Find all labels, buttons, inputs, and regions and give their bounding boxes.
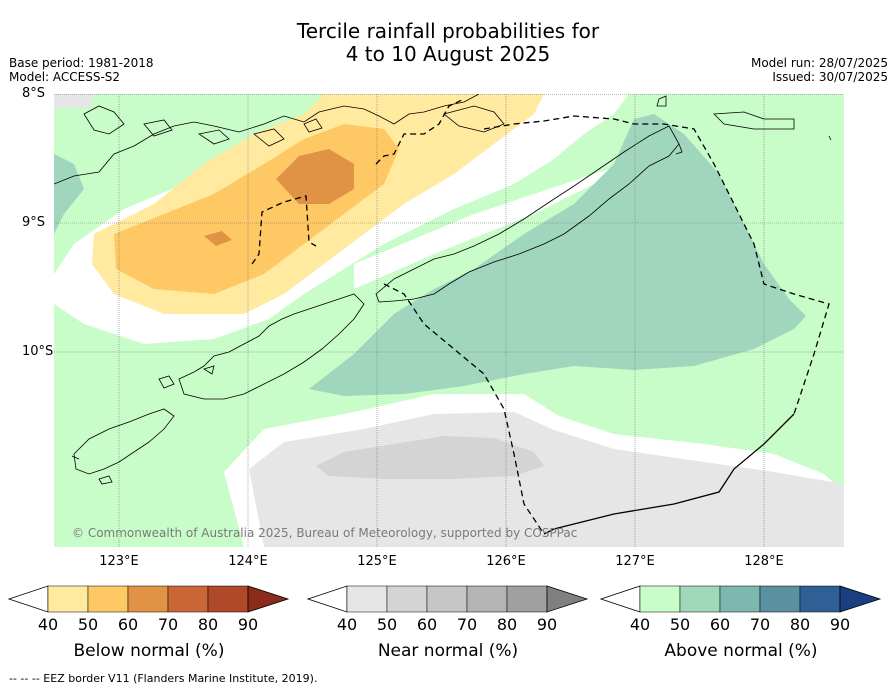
colorbar-tick-label: 80	[496, 615, 518, 634]
meta-right: Model run: 28/07/2025 Issued: 30/07/2025	[751, 56, 888, 84]
colorbar-segment	[47, 585, 89, 613]
colorbar-below-normal	[8, 585, 290, 613]
colorbar-tick-label: 80	[197, 615, 219, 634]
colorbar-segment	[759, 585, 801, 613]
colorbar-segment	[346, 585, 388, 613]
model-name: Model: ACCESS-S2	[9, 70, 121, 84]
colorbar-tick-label: 70	[456, 615, 478, 634]
colorbar-tick-label: 50	[77, 615, 99, 634]
lat-label-9s: 9°S	[22, 215, 46, 230]
eez-footer-note: -- -- -- EEZ border V11 (Flanders Marine…	[9, 672, 318, 685]
lon-label-128e: 128°E	[744, 554, 784, 569]
colorbar-tick-label: 50	[376, 615, 398, 634]
meta-left: Base period: 1981-2018 Model: ACCESS-S2	[9, 56, 154, 84]
colorbar-title-above: Above normal (%)	[664, 641, 818, 661]
below-normal-60-70-b	[204, 231, 232, 246]
colorbar-segment	[506, 585, 548, 613]
title-line-2: 4 to 10 August 2025	[345, 42, 551, 66]
coast-sumba	[178, 293, 365, 400]
lon-label-127e: 127°E	[615, 554, 655, 569]
colorbar-tick-label: 70	[749, 615, 771, 634]
colorbar-tick-label: 40	[37, 615, 59, 634]
model-run: Model run: 28/07/2025	[750, 56, 888, 70]
colorbar-segment	[207, 585, 249, 613]
colorbar-tick-label: 80	[789, 615, 811, 634]
colorbar-tick-label: 60	[416, 615, 438, 634]
colorbar-segment	[639, 585, 681, 613]
colorbar-arrow-high	[247, 585, 290, 613]
colorbar-tick-label: 60	[117, 615, 139, 634]
colorbar-arrow-high	[839, 585, 882, 613]
eez-border-south	[543, 413, 795, 535]
colorbar-segment	[87, 585, 129, 613]
eez-border	[251, 98, 830, 535]
colorbar-tick-label: 70	[157, 615, 179, 634]
colorbar-tick-label: 90	[829, 615, 851, 634]
coastlines	[54, 94, 832, 485]
map-title: Tercile rainfall probabilities for 4 to …	[0, 20, 896, 66]
colorbar-arrow-low	[600, 585, 641, 613]
lon-label-125e: 125°E	[357, 554, 397, 569]
colorbar-near-normal	[307, 585, 589, 613]
colorbar-segment	[679, 585, 721, 613]
lon-label-126e: 126°E	[486, 554, 526, 569]
colorbar-tick-label: 90	[536, 615, 558, 634]
title-line-1: Tercile rainfall probabilities for	[296, 19, 600, 43]
white-band-south	[354, 154, 654, 289]
colorbar-tick-label: 60	[709, 615, 731, 634]
gridlines	[54, 94, 844, 547]
colorbar-segment	[466, 585, 508, 613]
near-normal-50-60	[316, 436, 544, 479]
near-normal-corner	[54, 94, 92, 108]
issued-date: Issued: 30/07/2025	[772, 70, 888, 84]
lat-label-10s: 10°S	[22, 344, 54, 359]
colorbar-segment	[127, 585, 169, 613]
colorbar-arrow-low	[307, 585, 348, 613]
colorbar-segment	[426, 585, 468, 613]
coast-timor	[375, 125, 680, 303]
colorbar-arrow-high	[546, 585, 589, 613]
below-normal-60-70-a	[276, 149, 354, 204]
colorbar-segment	[167, 585, 209, 613]
lat-label-8s: 8°S	[22, 86, 46, 101]
lon-label-123e: 123°E	[99, 554, 139, 569]
colorbar-segment	[386, 585, 428, 613]
colorbar-segment	[799, 585, 841, 613]
base-period: Base period: 1981-2018	[9, 56, 154, 70]
colorbar-above-normal	[600, 585, 882, 613]
colorbar-title-near: Near normal (%)	[377, 641, 519, 661]
above-normal-50-60	[309, 114, 806, 396]
lon-label-124e: 124°E	[228, 554, 268, 569]
above-normal-50-60-west	[54, 154, 84, 234]
colorbar-tick-label: 40	[629, 615, 651, 634]
colorbar-title-below: Below normal (%)	[73, 641, 225, 661]
colorbar-tick-label: 50	[669, 615, 691, 634]
colorbar-segment	[719, 585, 761, 613]
colorbar-arrow-low	[8, 585, 49, 613]
coast-north-islands	[54, 94, 480, 185]
copyright-note: © Commonwealth of Australia 2025, Bureau…	[72, 526, 578, 540]
colorbar-tick-label: 90	[237, 615, 259, 634]
map-panel	[54, 94, 844, 547]
colorbar-tick-label: 40	[336, 615, 358, 634]
